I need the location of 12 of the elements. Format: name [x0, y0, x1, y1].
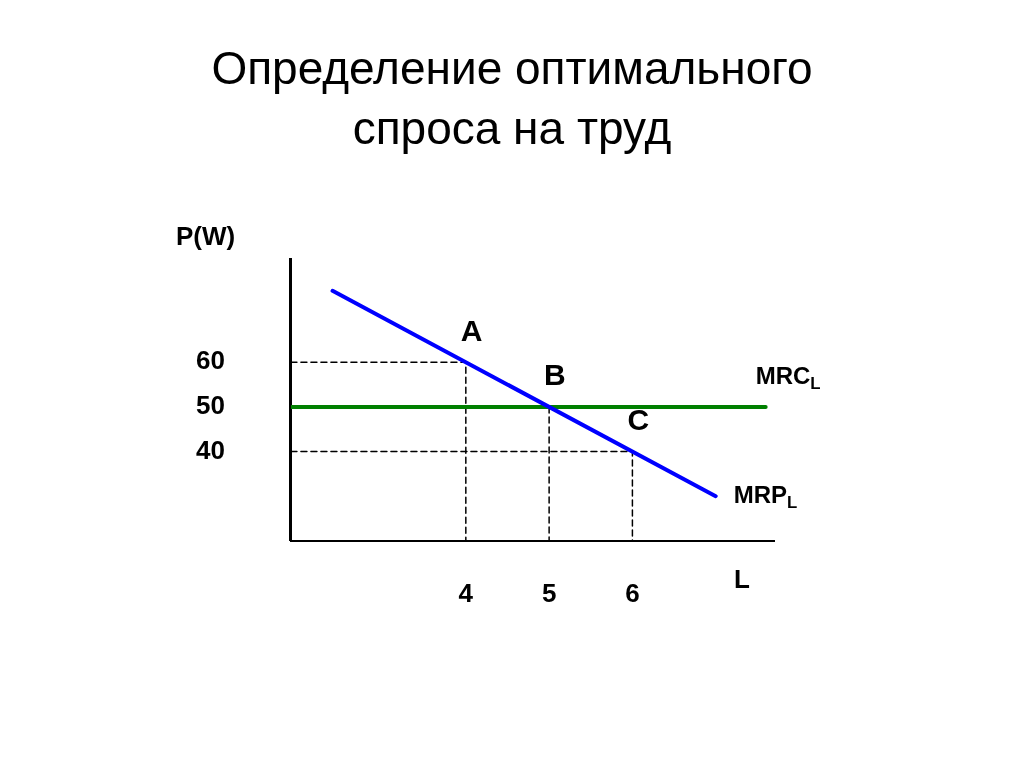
x-tick-label: 4 [458, 577, 474, 608]
x-tick-label: 6 [625, 577, 640, 608]
y-tick-label: 50 [196, 390, 225, 421]
chart-title: Определение оптимального спроса на труд [210, 41, 814, 156]
annotation: C [627, 402, 650, 436]
y-tick-label: 60 [196, 345, 225, 376]
annotation: A [460, 313, 483, 347]
x-axis-title: L [734, 563, 750, 594]
annotation: B [544, 358, 566, 392]
x-tick-label: 5 [541, 577, 557, 608]
y-tick-label: 40 [196, 434, 225, 465]
y-axis-title: P(W) [175, 220, 236, 251]
